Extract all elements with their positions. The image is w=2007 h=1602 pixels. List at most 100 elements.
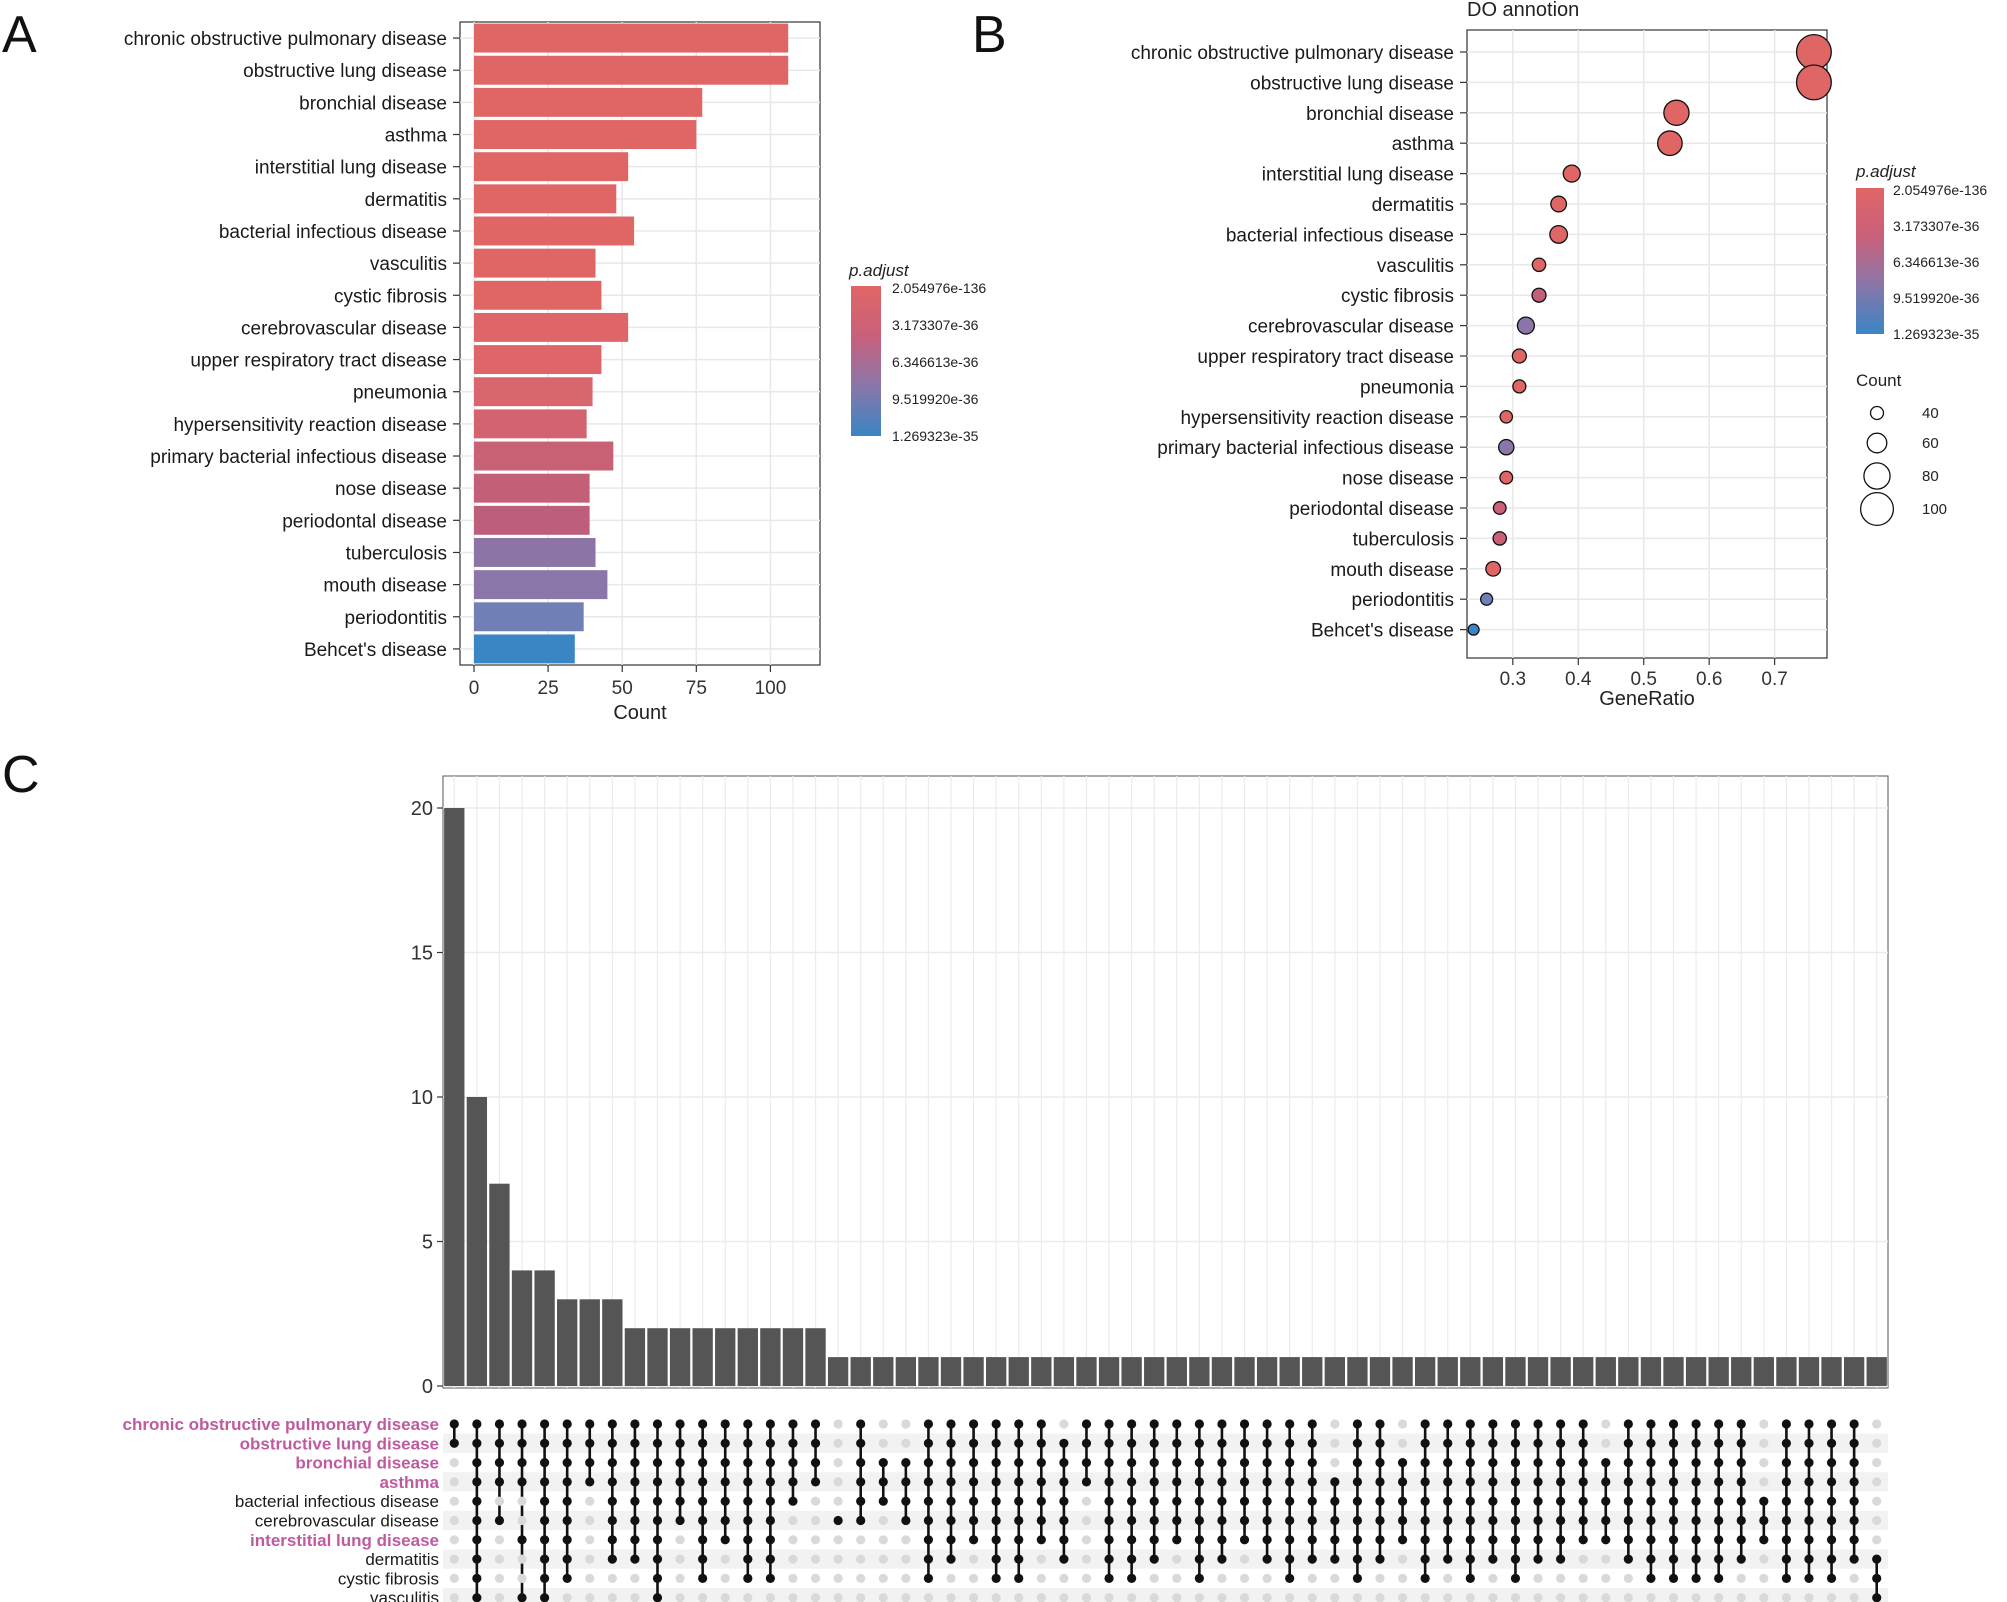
- matrix-dot-filled: [1081, 1438, 1092, 1448]
- matrix-dot-filled: [1420, 1438, 1430, 1448]
- dot: [1492, 501, 1507, 515]
- bar: [474, 280, 602, 310]
- matrix-dot-filled: [856, 1515, 866, 1526]
- bar: [474, 248, 596, 278]
- matrix-dot-filled: [923, 1535, 934, 1545]
- category-label: cystic fibrosis: [334, 286, 447, 307]
- matrix-dot-empty: [788, 1573, 798, 1583]
- matrix-dot-filled: [1194, 1458, 1204, 1468]
- matrix-dot-empty: [1059, 1573, 1069, 1583]
- matrix-dot-empty: [968, 1593, 979, 1602]
- matrix-dot-empty: [494, 1554, 505, 1564]
- bar: [895, 1357, 917, 1386]
- matrix-dot-filled: [856, 1496, 866, 1506]
- matrix-dot-empty: [901, 1593, 911, 1602]
- category-label: bronchial disease: [1306, 104, 1454, 125]
- category-label: dermatitis: [1372, 195, 1454, 216]
- matrix-dot-empty: [1804, 1593, 1814, 1602]
- matrix-dot-filled: [1081, 1419, 1092, 1429]
- matrix-dot-empty: [1307, 1593, 1317, 1602]
- matrix-dot-filled: [1443, 1496, 1453, 1506]
- matrix-dot-empty: [833, 1554, 843, 1564]
- category-label: tuberculosis: [346, 543, 447, 564]
- bar: [602, 1299, 623, 1386]
- matrix-dot-filled: [1397, 1477, 1408, 1487]
- matrix-dot-empty: [494, 1535, 505, 1545]
- bar: [1392, 1357, 1413, 1386]
- y-tick-label: 15: [411, 943, 433, 965]
- matrix-dot-filled: [1849, 1477, 1859, 1487]
- matrix-dot-filled: [1488, 1438, 1498, 1448]
- bar: [715, 1328, 736, 1386]
- panel-b-title: DO annotion: [1467, 0, 1579, 21]
- matrix-dot-empty: [946, 1593, 956, 1602]
- category-label: interstitial lung disease: [1262, 165, 1454, 186]
- dot: [1499, 470, 1514, 485]
- matrix-dot-filled: [1217, 1419, 1227, 1429]
- matrix-dot-filled: [743, 1496, 753, 1506]
- matrix-dot-filled: [720, 1419, 730, 1429]
- matrix-dot-filled: [1623, 1458, 1633, 1468]
- matrix-dot-filled: [1420, 1419, 1430, 1429]
- matrix-dot-empty: [788, 1593, 798, 1602]
- category-label: cerebrovascular disease: [1248, 317, 1454, 338]
- category-label: cerebrovascular disease: [241, 318, 447, 339]
- matrix-dot-filled: [923, 1419, 934, 1429]
- matrix-dot-empty: [494, 1496, 505, 1506]
- bar: [474, 473, 590, 503]
- matrix-dot-filled: [562, 1515, 572, 1526]
- matrix-dot-filled: [1307, 1515, 1317, 1526]
- matrix-dot-filled: [1691, 1515, 1701, 1526]
- matrix-dot-filled: [765, 1535, 775, 1545]
- matrix-dot-filled: [472, 1438, 482, 1448]
- matrix-dot-filled: [923, 1515, 934, 1526]
- panel-c-gridlines: [443, 776, 1888, 1388]
- matrix-dot-filled: [1714, 1419, 1724, 1429]
- matrix-dot-filled: [562, 1496, 572, 1506]
- bar: [474, 441, 614, 471]
- matrix-dot-filled: [540, 1535, 550, 1545]
- matrix-dot-empty: [1736, 1573, 1746, 1583]
- matrix-dot-filled: [1781, 1438, 1791, 1448]
- matrix-dot-filled: [1601, 1477, 1611, 1487]
- matrix-dot-filled: [1533, 1515, 1543, 1526]
- matrix-dot-empty: [1872, 1458, 1882, 1468]
- matrix-dot-filled: [991, 1535, 1001, 1545]
- matrix-dot-filled: [1781, 1458, 1791, 1468]
- matrix-dot-filled: [1036, 1535, 1046, 1545]
- matrix-dot-filled: [946, 1496, 956, 1506]
- category-label: vasculitis: [1377, 256, 1454, 277]
- bar: [1211, 1357, 1233, 1386]
- matrix-dot-filled: [1849, 1496, 1859, 1506]
- matrix-dot-filled: [1668, 1573, 1679, 1583]
- matrix-dot-filled: [743, 1477, 753, 1487]
- matrix-dot-empty: [585, 1535, 595, 1545]
- matrix-dot-filled: [540, 1438, 550, 1448]
- matrix-dot-filled: [472, 1573, 482, 1583]
- matrix-dot-filled: [1375, 1458, 1385, 1468]
- matrix-dot-filled: [1781, 1496, 1791, 1506]
- matrix-dot-filled: [652, 1419, 663, 1429]
- matrix-dot-filled: [1691, 1438, 1701, 1448]
- matrix-dot-filled: [1262, 1438, 1272, 1448]
- matrix-dot-filled: [1104, 1515, 1114, 1526]
- matrix-dot-empty: [449, 1496, 459, 1506]
- matrix-dot-filled: [788, 1477, 798, 1487]
- matrix-dot-empty: [1556, 1573, 1566, 1583]
- matrix-dot-filled: [946, 1458, 956, 1468]
- matrix-dot-empty: [1059, 1593, 1069, 1602]
- matrix-dot-filled: [1149, 1515, 1159, 1526]
- matrix-dot-filled: [743, 1515, 753, 1526]
- matrix-dot-filled: [540, 1593, 550, 1602]
- matrix-dot-empty: [1443, 1573, 1453, 1583]
- matrix-dot-filled: [540, 1419, 550, 1429]
- matrix-dot-filled: [1014, 1535, 1024, 1545]
- matrix-dot-filled: [1443, 1419, 1453, 1429]
- matrix-dot-filled: [1714, 1496, 1724, 1506]
- matrix-dot-filled: [607, 1477, 617, 1487]
- bar: [1347, 1357, 1368, 1386]
- matrix-dot-empty: [449, 1535, 459, 1545]
- dot: [1663, 99, 1690, 127]
- matrix-dot-filled: [1623, 1535, 1633, 1545]
